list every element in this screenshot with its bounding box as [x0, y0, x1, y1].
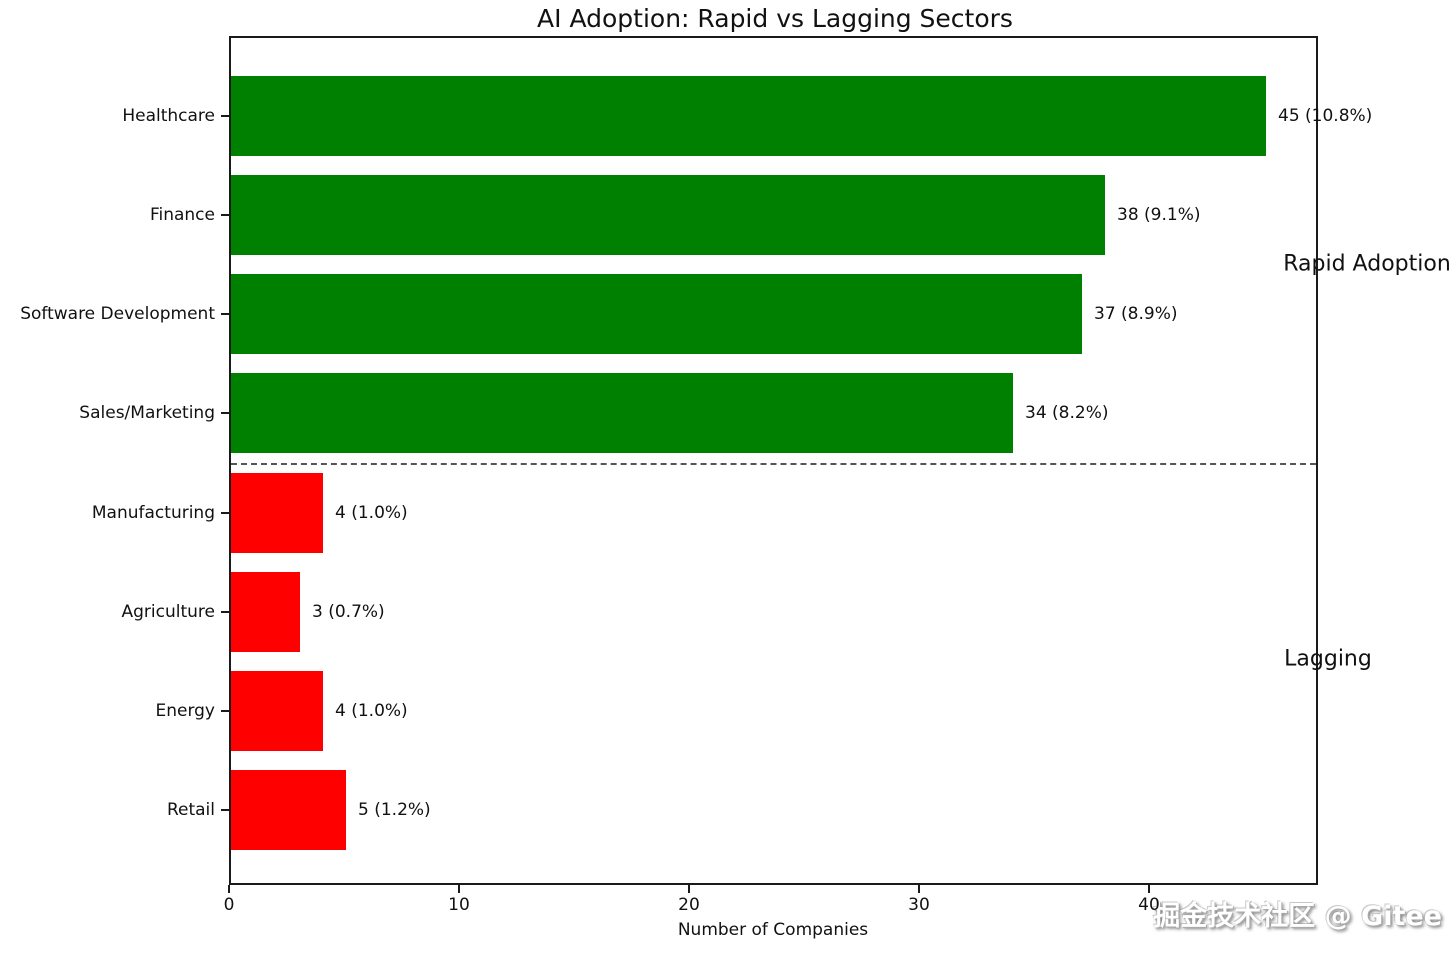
y-tick-software-development: [221, 313, 229, 316]
y-tick-energy: [221, 709, 229, 712]
category-label-manufacturing: Manufacturing: [91, 502, 215, 523]
x-tick-0: [228, 885, 230, 893]
bar-value-label-finance: 38 (9.1%): [1117, 205, 1201, 226]
category-label-energy: Energy: [155, 700, 215, 721]
category-label-agriculture: Agriculture: [121, 601, 216, 622]
category-label-sales-marketing: Sales/Marketing: [79, 403, 215, 424]
chart-title: AI Adoption: Rapid vs Lagging Sectors: [537, 4, 1013, 33]
bar-agriculture: [231, 571, 300, 652]
annotation-lagging: Lagging: [1284, 646, 1372, 672]
category-label-software-development: Software Development: [20, 304, 215, 325]
y-tick-finance: [221, 214, 229, 217]
x-tick-label-40: 40: [1138, 895, 1160, 915]
x-tick-40: [1147, 885, 1150, 893]
bar-value-label-healthcare: 45 (10.8%): [1278, 106, 1373, 126]
plot-area: 45 (10.8%) 38 (9.1%) 37 (8.9%) 34 (8.2%) 4 (…: [229, 36, 1372, 885]
x-tick-10: [457, 885, 460, 893]
bar-energy: [231, 670, 323, 751]
y-tick-manufacturing: [221, 511, 229, 514]
bar-value-label-agriculture: 3 (0.7%): [312, 601, 385, 622]
x-tick-20: [687, 885, 690, 893]
bar-value-label-software-development: 37 (8.9%): [1094, 304, 1178, 325]
bar-value-label-energy: 4 (1.0%): [335, 700, 408, 721]
x-tick-30: [917, 885, 920, 893]
annotation-rapid-adoption: Rapid Adoption: [1283, 251, 1451, 277]
y-tick-agriculture: [221, 610, 229, 613]
category-label-finance: Finance: [149, 205, 215, 226]
x-axis-label: Number of Companies: [677, 920, 869, 940]
bar-sales-marketing: [231, 373, 1013, 454]
category-label-healthcare: Healthcare: [122, 106, 215, 126]
bar-healthcare: [231, 76, 1266, 156]
watermark: 掘金技术社区 @ Gitee: [1153, 901, 1442, 932]
bar-value-label-manufacturing: 4 (1.0%): [335, 502, 408, 523]
bar-software-development: [231, 274, 1082, 355]
bar-retail: [231, 769, 346, 850]
bar-finance: [231, 175, 1105, 256]
y-tick-retail: [221, 808, 229, 811]
x-tick-label-30: 30: [908, 895, 930, 915]
x-tick-label-20: 20: [678, 895, 700, 915]
y-tick-healthcare: [221, 115, 229, 117]
category-label-retail: Retail: [166, 799, 215, 820]
bar-value-label-sales-marketing: 34 (8.2%): [1025, 403, 1109, 424]
y-tick-sales-marketing: [221, 412, 229, 415]
x-tick-label-0: 0: [223, 895, 235, 915]
rapid-lagging-separator-line: [231, 463, 1316, 465]
bar-value-label-retail: 5 (1.2%): [358, 799, 431, 820]
bar-manufacturing: [231, 472, 323, 553]
x-tick-label-10: 10: [448, 895, 470, 915]
